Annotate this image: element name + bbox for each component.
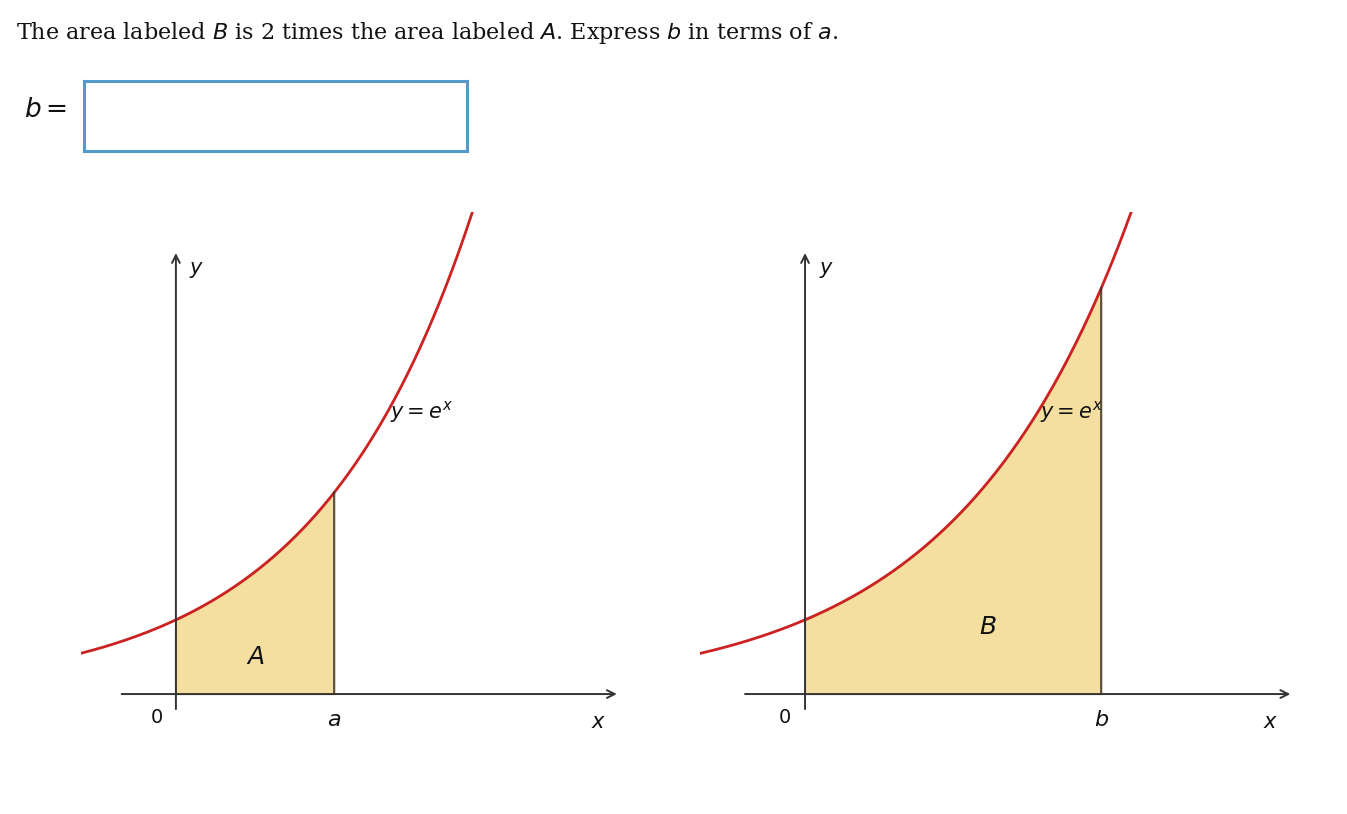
Text: The area labeled $\it{B}$ is 2 times the area labeled $\it{A}$. Express $b$ in t: The area labeled $\it{B}$ is 2 times the…	[16, 20, 838, 46]
Text: $x$: $x$	[1263, 712, 1278, 732]
Text: $y$: $y$	[189, 260, 203, 280]
Text: $0$: $0$	[151, 709, 163, 727]
Text: $A$: $A$	[245, 645, 264, 669]
Text: $b =$: $b =$	[24, 98, 67, 122]
Text: $y$: $y$	[819, 260, 834, 280]
Text: $b$: $b$	[1094, 709, 1109, 731]
Text: $x$: $x$	[591, 712, 606, 732]
Text: $0$: $0$	[779, 709, 791, 727]
Text: $y = e^x$: $y = e^x$	[1040, 399, 1103, 425]
Text: $a$: $a$	[327, 709, 341, 731]
Text: $B$: $B$	[979, 615, 997, 639]
Text: $y = e^x$: $y = e^x$	[389, 399, 453, 425]
